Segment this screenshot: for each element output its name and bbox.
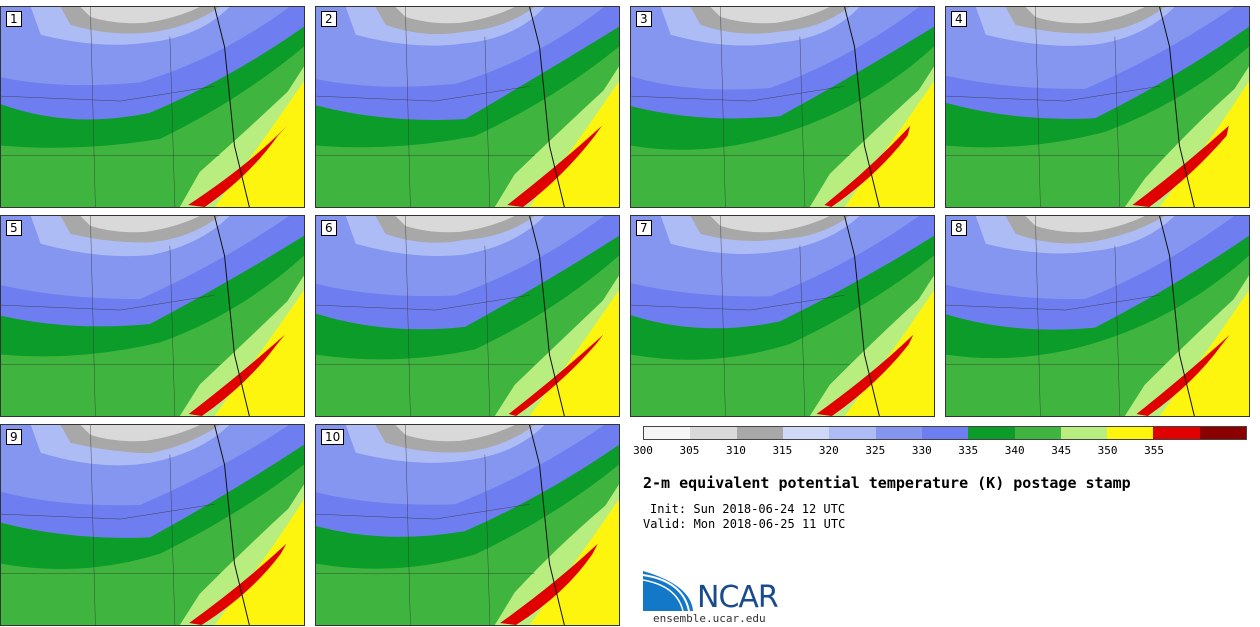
stamp-number-label: 5: [6, 220, 22, 236]
postage-stamp-map: 7: [630, 215, 935, 417]
colorbar-segment: [782, 427, 830, 439]
colorbar-segment: [1199, 427, 1247, 439]
colorbar-tick-label: 310: [725, 444, 746, 457]
colorbar-tick-label: 335: [958, 444, 979, 457]
colorbar-segment: [1153, 427, 1200, 439]
colorbar: [643, 426, 1247, 440]
ncar-logo-icon: [643, 571, 693, 611]
stamp-number-label: 7: [636, 220, 652, 236]
colorbar-segment: [921, 427, 969, 439]
colorbar-tick-label: 330: [911, 444, 932, 457]
stamp-number-label: 9: [6, 429, 22, 445]
postage-stamp-map: 6: [315, 215, 620, 417]
stamp-number-label: 2: [321, 11, 337, 27]
colorbar-tick-label: 340: [1004, 444, 1025, 457]
postage-stamp-map: 8: [945, 215, 1250, 417]
colorbar-tick-label: 300: [633, 444, 653, 457]
postage-stamp-map: 10: [315, 424, 620, 626]
colorbar-ticks: 300 305 310 315 320 325 330 335 340 345 350 355: [633, 444, 1247, 458]
colorbar-segment: [875, 427, 922, 439]
stamp-number-label: 6: [321, 220, 337, 236]
postage-stamp-map: 5: [0, 215, 305, 417]
colorbar-tick-label: 320: [818, 444, 839, 457]
colorbar-tick-label: 305: [679, 444, 700, 457]
stamp-number-label: 1: [6, 11, 22, 27]
site-url: ensemble.ucar.edu: [653, 612, 766, 625]
colorbar-segment: [1014, 427, 1061, 439]
postage-stamp-map: 1: [0, 6, 305, 208]
stamp-number-label: 3: [636, 11, 652, 27]
colorbar-tick-label: 345: [1051, 444, 1072, 457]
colorbar-tick-label: 350: [1097, 444, 1118, 457]
figure-title: 2-m equivalent potential temperature (K)…: [643, 474, 1131, 492]
postage-stamp-map: 9: [0, 424, 305, 626]
colorbar-tick-label: 325: [865, 444, 886, 457]
postage-stamp-map: 3: [630, 6, 935, 208]
colorbar-segment: [690, 427, 737, 439]
colorbar-segment: [736, 427, 783, 439]
colorbar-segment: [968, 427, 1015, 439]
logo-text: NCAR: [697, 580, 779, 615]
colorbar-segment: [1060, 427, 1108, 439]
colorbar-segment: [829, 427, 876, 439]
colorbar-tick-label: 355: [1144, 444, 1164, 457]
stamp-number-label: 4: [951, 11, 967, 27]
colorbar-segment: [644, 427, 691, 439]
stamp-number-label: 10: [321, 429, 345, 445]
postage-stamp-map: 4: [945, 6, 1250, 208]
init-time: Init: Sun 2018-06-24 12 UTC: [650, 502, 846, 516]
stamp-number-label: 8: [951, 220, 967, 236]
postage-stamp-map: 2: [315, 6, 620, 208]
valid-time: Valid: Mon 2018-06-25 11 UTC: [643, 517, 846, 531]
colorbar-tick-label: 315: [772, 444, 793, 457]
colorbar-segment: [1107, 427, 1154, 439]
